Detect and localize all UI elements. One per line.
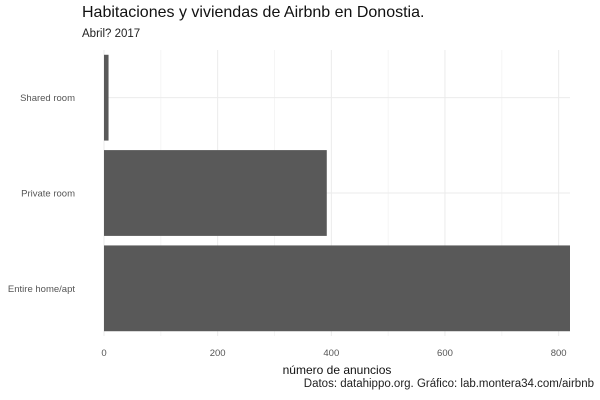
bar-shared-room: [104, 54, 109, 141]
x-axis-title: número de anuncios: [283, 363, 392, 377]
chart-subtitle: Abril? 2017: [82, 28, 141, 40]
x-tick-label: 800: [551, 348, 567, 359]
y-tick-label: Private room: [21, 189, 75, 200]
y-tick-label: Shared room: [20, 93, 75, 104]
x-tick-label: 600: [437, 348, 453, 359]
y-tick-label: Entire home/apt: [8, 284, 75, 295]
chart-caption: Datos: datahippo.org. Gráfico: lab.monte…: [303, 378, 594, 390]
x-tick-label: 0: [101, 348, 106, 359]
chart-title: Habitaciones y viviendas de Airbnb en Do…: [82, 4, 425, 21]
x-tick-label: 400: [323, 348, 339, 359]
bar-entire-home-apt: [104, 245, 570, 332]
bar-private-room: [104, 150, 327, 236]
x-tick-label: 200: [210, 348, 226, 359]
